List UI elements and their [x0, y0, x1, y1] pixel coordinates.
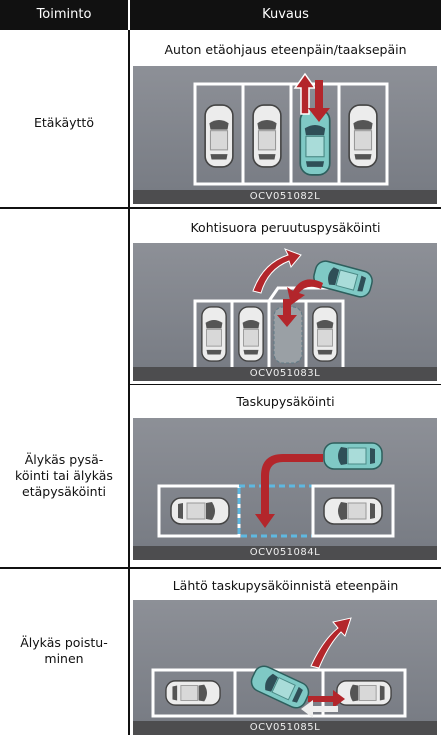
image-code: OCV051085L [133, 721, 437, 735]
function-label: Älykäs pysä-köinti tai älykäs etäpysäköin… [0, 452, 128, 500]
illustration: OCV051083L [133, 243, 437, 381]
illustration: OCV051084L [133, 418, 437, 560]
function-label: Älykäs poistu-minen [0, 635, 128, 667]
item-title: Auton etäohjaus eteenpäin/taaksepäin [164, 42, 407, 57]
row-divider [0, 567, 441, 569]
illustration: OCV051082L [133, 66, 437, 204]
text-line: Älykäs pysä- [24, 452, 104, 467]
text-line: Etäkäyttö [34, 115, 94, 130]
text-line: Älykäs poistu- [20, 635, 108, 650]
item-title: Taskupysäköinti [236, 394, 335, 409]
drawing [193, 248, 376, 367]
text-line: minen [44, 651, 84, 666]
item-title: Lähtö taskupysäköinnistä eteenpäin [172, 578, 399, 593]
drawing [193, 72, 389, 186]
sub-divider [130, 384, 441, 385]
image-code: OCV051083L [133, 367, 437, 381]
image-code: OCV051082L [133, 190, 437, 204]
drawing [157, 442, 395, 538]
column-divider [128, 30, 130, 735]
header-cell: Kuvaus [130, 0, 441, 30]
text-line: etäpysäköinti [22, 484, 106, 499]
text-line: köinti tai älykäs [15, 468, 113, 483]
function-label: Etäkäyttö [0, 115, 128, 131]
header-cell: Toiminto [0, 0, 128, 30]
divider [128, 0, 130, 30]
image-code: OCV051084L [133, 546, 437, 560]
drawing [151, 617, 407, 718]
illustration: OCV051085L [133, 600, 437, 735]
row-divider [0, 207, 441, 209]
item-title: Kohtisuora peruutuspysäköinti [190, 220, 381, 235]
